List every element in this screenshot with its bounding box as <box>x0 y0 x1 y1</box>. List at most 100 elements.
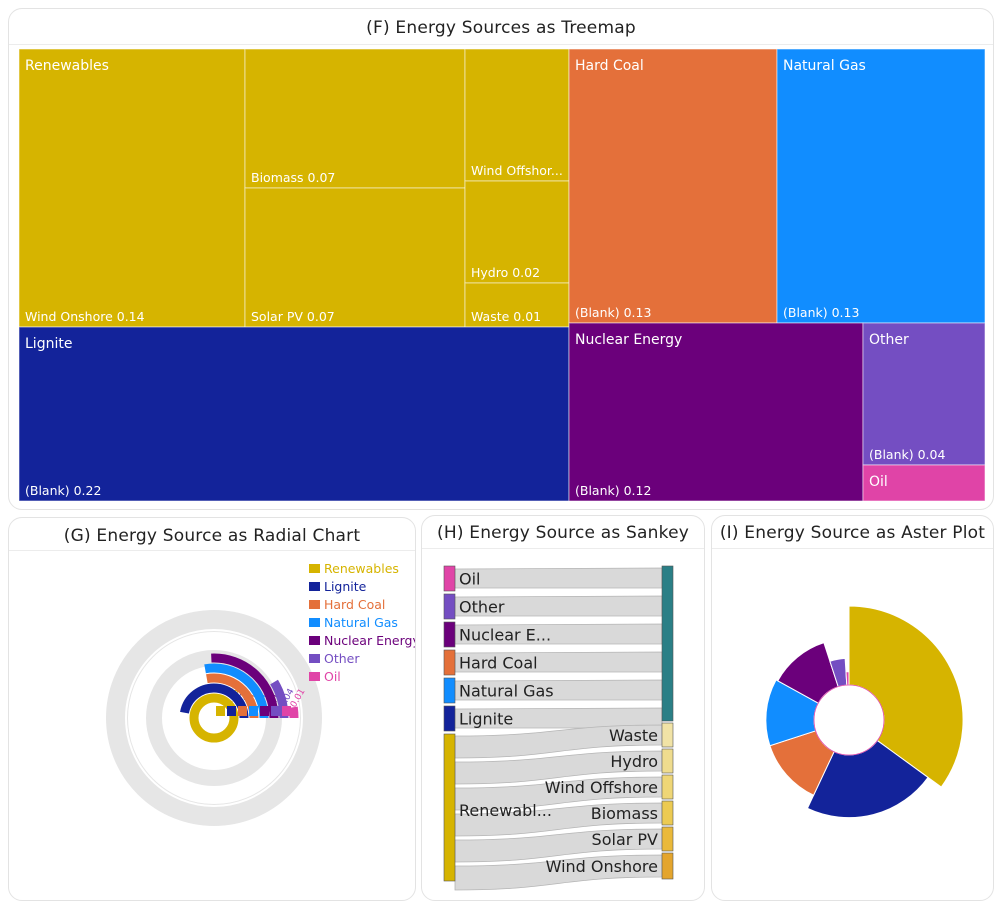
treemap-panel: (F) Energy Sources as Treemap Wind Onsho… <box>8 8 994 510</box>
treemap-tile-label: Solar PV 0.07 <box>251 309 335 324</box>
treemap-tile-label: (Blank) 0.12 <box>575 483 651 498</box>
treemap-tile-hard-coal <box>568 48 778 324</box>
sankey-node-wind-onshore <box>661 852 674 880</box>
sankey-node-nuclear-energy <box>443 621 456 648</box>
legend-swatch-other <box>309 654 320 663</box>
sankey-node-wind-offshore <box>661 774 674 800</box>
sankey-label-wind-offshore: Wind Offshore <box>545 778 658 797</box>
treemap-group-label: Oil <box>869 474 888 490</box>
sankey-label-oil: Oil <box>459 570 480 589</box>
treemap-group-label: Renewables <box>25 58 109 74</box>
radial-bar-end-natural-gas <box>249 706 258 716</box>
legend-label-other: Other <box>324 651 360 666</box>
treemap-tile-label: (Blank) 0.04 <box>869 447 945 462</box>
legend-swatch-natural-gas <box>309 618 320 627</box>
sankey-label-nuclear-energy: Nuclear E... <box>459 626 551 645</box>
sankey-node-hard-coal <box>443 649 456 676</box>
title-divider <box>9 550 415 551</box>
radial-track-gap <box>125 629 303 807</box>
treemap-tile-label: (Blank) 0.22 <box>25 483 101 498</box>
sankey-label-wind-onshore: Wind Onshore <box>546 857 658 876</box>
sankey-node-combined-target <box>661 565 674 722</box>
treemap-group-label: Hard Coal <box>575 58 644 74</box>
legend-label-natural-gas: Natural Gas <box>324 615 398 630</box>
sankey-label-renewables: Renewabl... <box>459 801 552 820</box>
radial-track <box>106 610 322 826</box>
sankey-node-waste <box>661 722 674 748</box>
radial-bar-end-oil <box>282 706 291 716</box>
radial-track-gap <box>138 642 290 794</box>
treemap-tile-label: Wind Offshor... <box>471 163 563 178</box>
treemap-group-label: Other <box>869 332 909 348</box>
treemap-tile-renewables <box>464 48 570 182</box>
sankey-title: (H) Energy Source as Sankey <box>437 523 689 543</box>
sankey-label-biomass: Biomass <box>591 804 658 823</box>
radial-title: (G) Energy Source as Radial Chart <box>63 526 361 546</box>
sankey-node-renewables <box>443 733 456 882</box>
treemap-tile-label: (Blank) 0.13 <box>575 305 651 320</box>
sankey-label-natural-gas: Natural Gas <box>459 682 554 701</box>
radial-bar-end-hard-coal <box>238 706 247 716</box>
treemap-tile-label: Waste 0.01 <box>471 309 541 324</box>
treemap-tile-lignite <box>18 326 570 502</box>
legend-swatch-lignite <box>309 582 320 591</box>
aster-slice-oil <box>845 671 850 686</box>
title-divider <box>422 548 704 549</box>
radial-bar-end-renewables <box>216 706 225 716</box>
radial-bar-nuclear-energy <box>211 653 279 719</box>
sankey-chart: Oil Other Nuclear E... Hard Coal Natural Gas… <box>443 565 674 891</box>
treemap-tile-label: Wind Onshore 0.14 <box>25 309 145 324</box>
treemap-tile-label: (Blank) 0.13 <box>783 305 859 320</box>
legend-label-nuclear-energy: Nuclear Energy <box>324 633 416 648</box>
treemap-title: (F) Energy Sources as Treemap <box>366 18 636 38</box>
sankey-node-other <box>443 593 456 620</box>
aster-title: (I) Energy Source as Aster Plot <box>719 523 986 543</box>
aster-panel: (I) Energy Source as Aster Plot <box>711 515 994 901</box>
treemap-tile-renewables <box>464 282 570 328</box>
treemap-tile-oil <box>862 464 986 502</box>
radial-bar-oil <box>288 706 299 719</box>
legend-swatch-oil <box>309 672 320 681</box>
sankey-panel: (H) Energy Source as Sankey Oil Other Nucl… <box>421 515 705 901</box>
treemap-tile-renewables <box>464 180 570 284</box>
sankey-node-natural-gas <box>443 677 456 704</box>
treemap-group-label: Lignite <box>25 336 72 352</box>
sankey-node-solar-pv <box>661 826 674 852</box>
legend-swatch-renewables <box>309 564 320 573</box>
treemap-tile-renewables <box>244 187 466 328</box>
sankey-node-biomass <box>661 800 674 826</box>
legend-swatch-nuclear-energy <box>309 636 320 645</box>
treemap-tile-nuclear-energy <box>568 322 864 502</box>
treemap-tile-label: Hydro 0.02 <box>471 265 540 280</box>
treemap-tile-renewables <box>244 48 466 189</box>
title-divider <box>712 548 993 549</box>
sankey-label-hard-coal: Hard Coal <box>459 654 538 673</box>
legend-label-oil: Oil <box>324 669 341 684</box>
sankey-label-hydro: Hydro <box>610 752 658 771</box>
aster-center <box>813 684 885 756</box>
legend-label-lignite: Lignite <box>324 579 367 594</box>
treemap-tile-renewables <box>18 48 246 328</box>
treemap-tile-other <box>862 322 986 466</box>
radial-bar-end-lignite <box>227 706 236 716</box>
treemap-tile-label: Biomass 0.07 <box>251 170 335 185</box>
sankey-node-oil <box>443 565 456 592</box>
radial-bar-end-other <box>271 706 280 716</box>
title-divider <box>9 44 993 45</box>
sankey-node-hydro <box>661 748 674 774</box>
sankey-label-waste: Waste <box>609 726 658 745</box>
aster-chart <box>765 605 964 819</box>
sankey-link-oil <box>454 567 663 589</box>
radial-chart: 0.350.220.130.130.120.040.01RenewablesLi… <box>106 561 416 826</box>
legend-label-hard-coal: Hard Coal <box>324 597 385 612</box>
treemap-chart: Wind Onshore 0.14 Biomass 0.07 Solar PV 0.… <box>18 48 986 502</box>
sankey-label-lignite: Lignite <box>459 710 513 729</box>
radial-bar-end-nuclear-energy <box>260 706 269 716</box>
sankey-label-solar-pv: Solar PV <box>592 830 659 849</box>
radial-panel: (G) Energy Source as Radial Chart 0.35 0.… <box>8 517 416 901</box>
sankey-node-lignite <box>443 705 456 732</box>
treemap-tile-natural-gas <box>776 48 986 324</box>
legend-label-renewables: Renewables <box>324 561 399 576</box>
treemap-group-label: Natural Gas <box>783 58 866 74</box>
treemap-group-label: Nuclear Energy <box>575 332 682 348</box>
